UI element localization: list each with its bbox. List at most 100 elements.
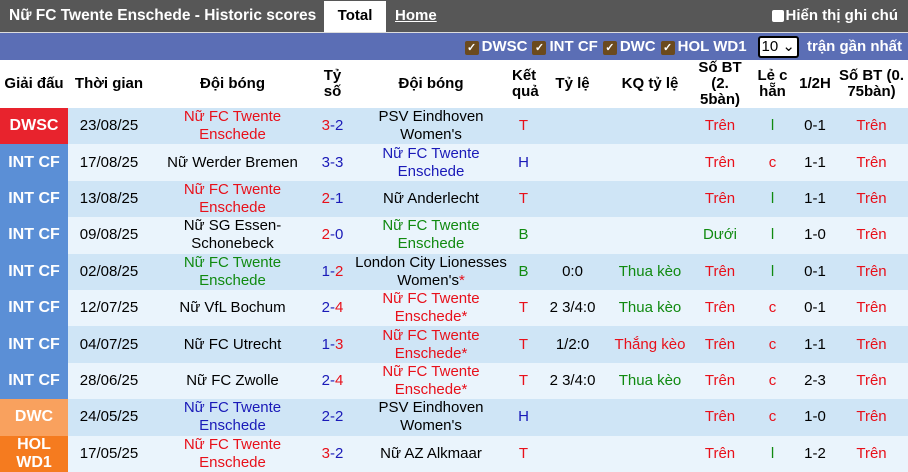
half-time-cell: 1-0	[795, 399, 835, 436]
home-goals: 1	[321, 262, 330, 280]
odds-result-cell	[610, 435, 690, 472]
home-team: Nữ FC Utrecht	[150, 326, 315, 363]
checkbox-icon[interactable]	[771, 9, 784, 22]
score-separator: -	[330, 299, 335, 317]
score-separator: -	[330, 408, 335, 426]
result-cell: T	[512, 108, 535, 145]
tab-home[interactable]: Home	[395, 7, 437, 24]
away-team: PSV Eindhoven Women's	[350, 399, 512, 436]
match-count-select[interactable]: 10 ⌄	[757, 35, 799, 58]
away-goals: 2	[335, 262, 344, 280]
table-row[interactable]: DWC 24/05/25 Nữ FC Twente Enschede 2-2 PSV E…	[0, 399, 908, 436]
star-marker: *	[461, 344, 468, 362]
half-time-cell: 2-3	[795, 362, 835, 400]
filter-int-cf[interactable]: ✓ INT CF	[532, 38, 598, 55]
league-cell: DWC	[0, 399, 68, 436]
score-cell: 2-1	[315, 180, 350, 218]
column-header: Giải đấu	[0, 60, 68, 108]
tab-total[interactable]: Total	[324, 1, 386, 32]
away-goals: 2	[335, 117, 344, 135]
result-cell: B	[512, 253, 535, 290]
odds-cell: 1/2:0	[535, 326, 610, 363]
odd-even-cell: c	[750, 144, 795, 181]
column-header: Số BT (0. 75bàn)	[835, 60, 908, 108]
star-marker: *	[458, 271, 465, 289]
league-cell: INT CF	[0, 217, 68, 254]
show-notes-toggle[interactable]: Hiển thị ghi chú	[771, 7, 898, 24]
checkmark-icon[interactable]: ✓	[660, 41, 675, 55]
home-team: Nữ FC Twente Enschede	[150, 253, 315, 290]
odds-result-cell: Thua kèo	[610, 289, 690, 327]
away-team-name: PSV Eindhoven Women's	[378, 108, 484, 144]
checkmark-icon[interactable]: ✓	[532, 41, 547, 55]
league-cell: INT CF	[0, 289, 68, 327]
home-goals: 3	[321, 117, 330, 135]
page-title: Nữ FC Twente Enschede - Historic scores	[9, 7, 317, 24]
half-time-cell: 1-1	[795, 326, 835, 363]
away-team: Nữ FC Twente Enschede*	[350, 326, 512, 363]
odds-result-cell	[610, 108, 690, 145]
odds-cell	[535, 399, 610, 436]
home-team: Nữ FC Twente Enschede	[150, 108, 315, 145]
over-under-075-cell: Trên	[835, 253, 908, 290]
table-row[interactable]: INT CF 02/08/25 Nữ FC Twente Enschede 1-2 Lo…	[0, 253, 908, 290]
odds-result-cell: Thua kèo	[610, 362, 690, 400]
filter-hol-wd1[interactable]: ✓ HOL WD1	[660, 38, 747, 55]
odd-even-cell: l	[750, 180, 795, 218]
odd-even-cell: l	[750, 253, 795, 290]
table-row[interactable]: HOL WD1 17/05/25 Nữ FC Twente Enschede 3-2 N…	[0, 435, 908, 472]
home-goals: 2	[321, 371, 330, 389]
checkmark-icon[interactable]: ✓	[464, 41, 479, 55]
half-time-cell: 1-2	[795, 435, 835, 472]
date-cell: 12/07/25	[68, 289, 150, 327]
filter-dwsc[interactable]: ✓ DWSC	[464, 38, 528, 55]
odds-cell	[535, 217, 610, 254]
table-row[interactable]: INT CF 17/08/25 Nữ Werder Bremen 3-3 Nữ FC T…	[0, 144, 908, 181]
filter-label: DWSC	[481, 38, 528, 55]
result-cell: T	[512, 289, 535, 327]
odd-even-cell: c	[750, 399, 795, 436]
table-row[interactable]: INT CF 28/06/25 Nữ FC Zwolle 2-4 Nữ FC Twent…	[0, 362, 908, 400]
score-separator: -	[330, 153, 335, 171]
date-cell: 04/07/25	[68, 326, 150, 363]
score-cell: 3-2	[315, 435, 350, 472]
table-row[interactable]: DWSC 23/08/25 Nữ FC Twente Enschede 3-2 PSV …	[0, 108, 908, 145]
league-cell: INT CF	[0, 253, 68, 290]
filter-dwc[interactable]: ✓ DWC	[602, 38, 656, 55]
table-row[interactable]: INT CF 04/07/25 Nữ FC Utrecht 1-3 Nữ FC Twen…	[0, 326, 908, 363]
score-separator: -	[330, 117, 335, 135]
score-cell: 1-3	[315, 326, 350, 363]
odd-even-cell: c	[750, 362, 795, 400]
result-cell: T	[512, 326, 535, 363]
star-marker: *	[461, 380, 468, 398]
league-cell: DWSC	[0, 108, 68, 145]
score-cell: 3-3	[315, 144, 350, 181]
score-separator: -	[330, 262, 335, 280]
odds-cell: 2 3/4:0	[535, 362, 610, 400]
table-row[interactable]: INT CF 13/08/25 Nữ FC Twente Enschede 2-1 Nữ…	[0, 180, 908, 218]
over-under-cell: Trên	[690, 326, 750, 363]
result-cell: T	[512, 435, 535, 472]
home-goals: 2	[321, 408, 330, 426]
match-count-label: trận gần nhất	[806, 38, 902, 55]
checkmark-icon[interactable]: ✓	[602, 41, 617, 55]
away-team: Nữ FC Twente Enschede*	[350, 289, 512, 327]
away-team: Nữ AZ Alkmaar	[350, 435, 512, 472]
away-team-name: Nữ AZ Alkmaar	[380, 444, 482, 462]
column-header: Lẻ c hẵn	[750, 60, 795, 108]
home-team: Nữ VfL Bochum	[150, 289, 315, 327]
half-time-cell: 0-1	[795, 108, 835, 145]
score-cell: 1-2	[315, 253, 350, 290]
table-row[interactable]: INT CF 09/08/25 Nữ SG Essen-Schonebeck 2-0 N…	[0, 217, 908, 254]
odds-cell: 0:0	[535, 253, 610, 290]
match-count-value: 10	[761, 37, 779, 55]
table-row[interactable]: INT CF 12/07/25 Nữ VfL Bochum 2-4 Nữ FC Twen…	[0, 289, 908, 327]
away-team-name: PSV Eindhoven Women's	[378, 399, 484, 435]
league-cell: INT CF	[0, 362, 68, 400]
odd-even-cell: l	[750, 108, 795, 145]
away-team-name: Nữ FC Twente Enschede	[382, 217, 480, 253]
home-goals: 2	[321, 189, 330, 207]
date-cell: 02/08/25	[68, 253, 150, 290]
away-team-name: Nữ FC Twente Enschede	[382, 290, 480, 326]
filter-label: INT CF	[549, 38, 598, 55]
